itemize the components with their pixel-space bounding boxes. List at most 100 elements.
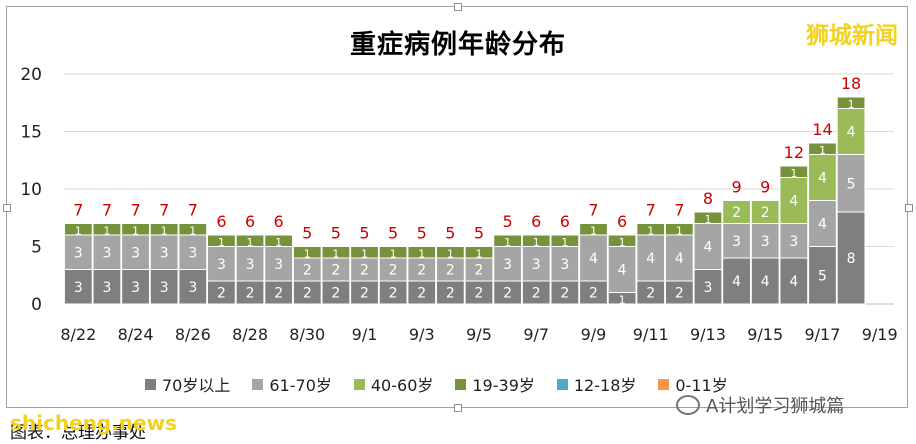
bar-segment xyxy=(722,200,751,224)
total-label: 5 xyxy=(474,224,484,243)
x-tick-label: 9/15 xyxy=(747,325,783,344)
y-tick-label: 5 xyxy=(31,238,42,258)
legend-swatch xyxy=(145,378,156,390)
total-label: 5 xyxy=(388,224,398,243)
segment-label: 3 xyxy=(160,280,169,296)
segment-label: 1 xyxy=(132,224,139,237)
bar-segment xyxy=(579,223,608,236)
bar-segment xyxy=(63,269,93,305)
bar-segment xyxy=(607,234,637,247)
x-tick-label: 8/26 xyxy=(175,325,211,344)
chart-title: 重症病例年龄分布 xyxy=(349,30,566,60)
segment-label: 2 xyxy=(331,263,340,279)
segment-label: 1 xyxy=(504,236,511,249)
segment-label: 2 xyxy=(475,286,484,302)
bar-segment xyxy=(493,246,523,282)
segment-label: 3 xyxy=(188,280,197,296)
total-label: 7 xyxy=(188,201,198,220)
bar-segment xyxy=(808,142,837,155)
segment-label: 2 xyxy=(303,263,312,279)
y-tick-label: 15 xyxy=(20,123,42,143)
segment-label: 1 xyxy=(361,247,368,260)
total-label: 7 xyxy=(130,201,140,220)
segment-label: 5 xyxy=(847,176,856,192)
segment-label: 3 xyxy=(761,234,770,250)
total-label: 5 xyxy=(359,224,369,243)
segment-label: 4 xyxy=(675,251,684,267)
segment-label: 4 xyxy=(818,217,827,233)
total-label: 6 xyxy=(216,212,226,231)
total-label: 6 xyxy=(617,212,627,231)
segment-label: 4 xyxy=(789,194,798,210)
segment-label: 4 xyxy=(589,251,598,267)
segment-label: 4 xyxy=(761,274,770,290)
segment-label: 1 xyxy=(676,224,683,237)
segment-label: 1 xyxy=(390,247,397,260)
resize-handle-top[interactable] xyxy=(454,3,462,11)
legend-swatch xyxy=(353,378,365,390)
bar-segment xyxy=(178,234,208,270)
wechat-icon xyxy=(676,395,700,415)
segment-label: 1 xyxy=(447,247,454,260)
total-label: 18 xyxy=(841,74,861,93)
segment-label: 3 xyxy=(74,280,83,296)
bar-segment xyxy=(836,96,866,109)
x-tick-label: 9/17 xyxy=(804,325,840,344)
total-label: 9 xyxy=(760,178,770,197)
segment-label: 2 xyxy=(560,286,569,302)
legend-swatch xyxy=(556,378,568,390)
total-label: 12 xyxy=(784,143,804,162)
site-watermark: shicheng.news xyxy=(10,411,177,435)
segment-label: 2 xyxy=(360,286,369,302)
x-tick-label: 8/28 xyxy=(232,325,268,344)
bar-segment xyxy=(92,269,122,305)
legend-swatch xyxy=(252,378,264,390)
total-label: 5 xyxy=(331,224,341,243)
bar-segment xyxy=(722,257,751,305)
legend-item: 70岁以上 xyxy=(145,372,230,396)
bar-segment xyxy=(779,257,809,305)
segment-label: 3 xyxy=(188,245,197,261)
segment-label: 3 xyxy=(789,234,798,250)
bar-segment xyxy=(808,246,837,305)
bar-segment xyxy=(235,234,265,247)
segment-label: 1 xyxy=(247,236,254,249)
segment-label: 3 xyxy=(131,245,140,261)
legend-label: 70岁以上 xyxy=(162,376,231,395)
bar-segment xyxy=(808,154,837,201)
segment-label: 5 xyxy=(818,268,827,284)
segment-label: 1 xyxy=(476,247,483,260)
legend-label: 40-60岁 xyxy=(370,376,434,395)
bar-segment xyxy=(264,246,294,282)
segment-label: 1 xyxy=(647,224,654,237)
segment-label: 2 xyxy=(389,263,398,279)
resize-handle-right[interactable] xyxy=(905,204,913,212)
segment-label: 2 xyxy=(246,286,255,302)
legend-item: 12-18岁 xyxy=(556,372,637,396)
bar-segment xyxy=(121,269,150,305)
bar-segment xyxy=(693,223,723,270)
segment-label: 1 xyxy=(619,236,626,249)
x-tick-label: 9/5 xyxy=(466,325,492,344)
resize-handle-bottom[interactable] xyxy=(454,404,462,412)
total-label: 5 xyxy=(503,212,513,231)
wechat-source: A计划学习狮城篇 xyxy=(676,392,844,418)
segment-label: 1 xyxy=(561,236,568,249)
segment-label: 2 xyxy=(217,286,226,302)
bar-segment xyxy=(750,200,780,224)
legend-swatch xyxy=(658,378,670,390)
segment-label: 2 xyxy=(475,263,484,279)
legend-item: 19-39岁 xyxy=(455,372,535,396)
bar-segment xyxy=(292,246,322,259)
resize-handle-left[interactable] xyxy=(3,204,11,212)
x-tick-label: 9/11 xyxy=(633,325,669,344)
legend-label: 12-18岁 xyxy=(573,376,637,395)
segment-label: 2 xyxy=(446,286,455,302)
segment-label: 2 xyxy=(360,263,369,279)
bar-segment xyxy=(664,223,694,236)
bar-segment xyxy=(407,246,437,259)
segment-label: 3 xyxy=(160,245,169,261)
segment-label: 1 xyxy=(819,144,826,157)
total-label: 9 xyxy=(731,178,741,197)
